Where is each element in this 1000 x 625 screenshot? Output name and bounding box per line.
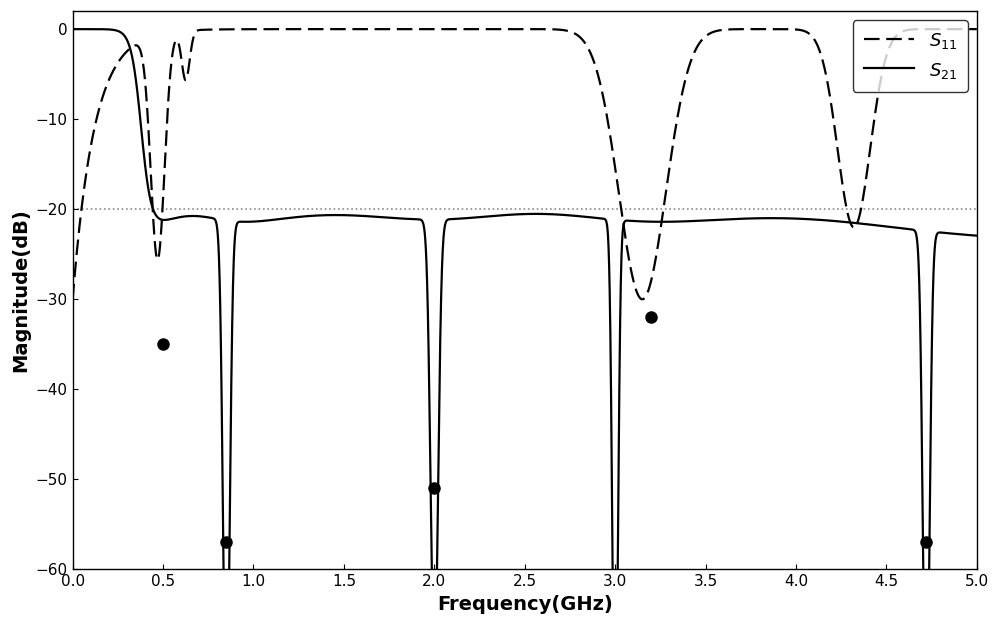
- $S_{21}$: [71, 26, 83, 33]
- $S_{21}$: [218, 584, 230, 591]
- $S_{11}$: [67, 296, 79, 303]
- $S_{21}$: [971, 232, 983, 239]
- $S_{21}$: [104, 26, 116, 33]
- $S_{21}$: [244, 218, 256, 226]
- Legend: $S_{11}$, $S_{21}$: $S_{11}$, $S_{21}$: [853, 20, 968, 91]
- $S_{11}$: [923, 26, 935, 33]
- $S_{11}$: [121, 48, 133, 55]
- $S_{11}$: [244, 26, 256, 33]
- $S_{11}$: [71, 249, 83, 257]
- Line: $S_{11}$: $S_{11}$: [73, 29, 977, 299]
- $S_{21}$: [67, 26, 79, 33]
- Y-axis label: Magnitude(dB): Magnitude(dB): [11, 208, 30, 372]
- $S_{11}$: [104, 74, 116, 81]
- $S_{21}$: [121, 36, 133, 43]
- Line: $S_{21}$: $S_{21}$: [73, 29, 977, 587]
- $S_{11}$: [971, 26, 983, 33]
- $S_{11}$: [509, 26, 521, 33]
- $S_{21}$: [509, 211, 521, 218]
- $S_{21}$: [923, 582, 935, 590]
- X-axis label: Frequency(GHz): Frequency(GHz): [437, 595, 613, 614]
